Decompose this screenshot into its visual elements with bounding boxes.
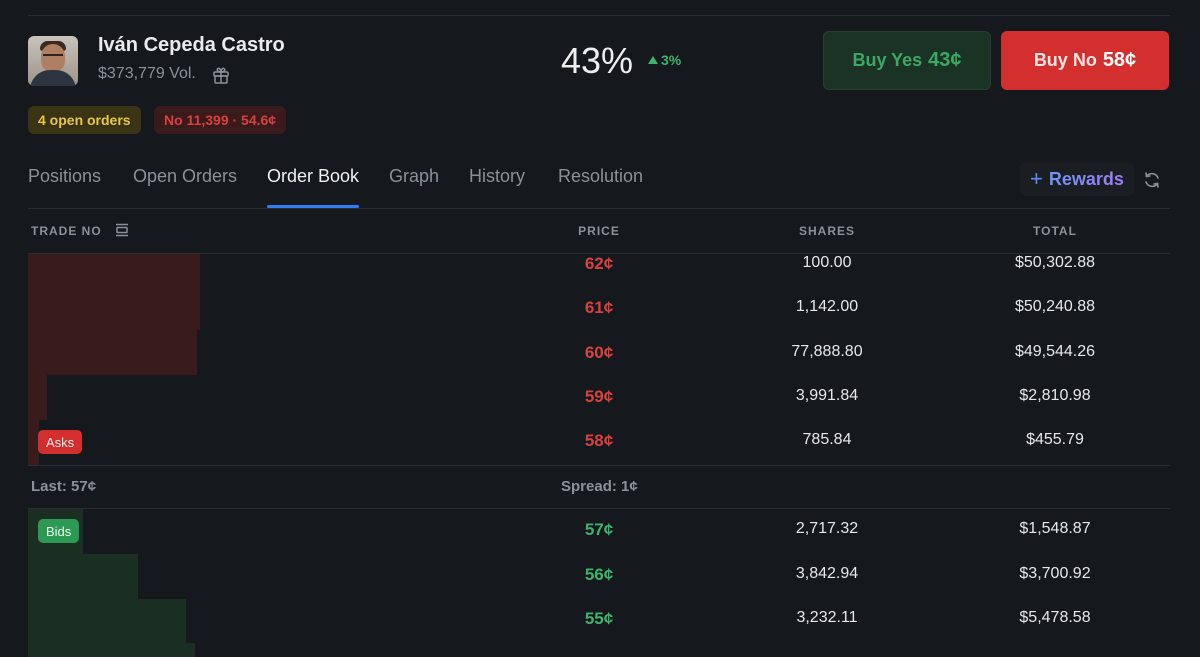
tab-resolution[interactable]: Resolution xyxy=(558,166,644,186)
candidate-avatar xyxy=(28,36,78,86)
market-volume: $373,779 Vol. xyxy=(98,65,196,82)
plus-icon: + xyxy=(1030,166,1043,191)
bid-row[interactable]: 55¢ 3,232.11 $5,478.58 xyxy=(0,609,1200,633)
ask-shares: 1,142.00 xyxy=(795,298,859,315)
change-value: 3% xyxy=(661,52,682,68)
bid-depth-bar xyxy=(28,554,138,599)
header-shares: SHARES xyxy=(798,224,855,238)
position-badge[interactable]: No 11,399 · 54.6¢ xyxy=(154,106,287,134)
rewards-button[interactable]: + Rewards xyxy=(1020,162,1134,196)
ask-price: 59¢ xyxy=(584,387,614,406)
ask-depth-bar xyxy=(28,420,39,465)
probability-value: 43% xyxy=(561,40,634,81)
ask-row[interactable]: 58¢ 785.84 $455.79 xyxy=(0,431,1200,455)
arrow-up-icon xyxy=(648,56,658,64)
bid-row[interactable]: 56¢ 3,842.94 $3,700.92 xyxy=(0,565,1200,589)
buy-yes-label: Buy Yes xyxy=(852,50,923,70)
refresh-icon[interactable] xyxy=(1143,171,1161,189)
bid-price: 56¢ xyxy=(584,565,614,584)
top-divider xyxy=(28,15,1170,16)
open-orders-badge[interactable]: 4 open orders xyxy=(28,106,141,134)
asks-tag: Asks xyxy=(38,430,83,454)
spread-divider-bottom xyxy=(28,508,1170,509)
book-layout-icon[interactable] xyxy=(114,222,130,238)
ask-shares: 785.84 xyxy=(802,431,852,448)
gift-icon[interactable] xyxy=(212,66,230,84)
spread-value: Spread: 1¢ xyxy=(561,478,638,495)
bid-price: 55¢ xyxy=(584,609,614,628)
ask-depth-bar xyxy=(28,375,47,420)
rewards-label: Rewards xyxy=(1048,168,1124,189)
bid-depth-bar xyxy=(28,599,186,643)
active-tab-indicator xyxy=(267,205,359,208)
tab-positions[interactable]: Positions xyxy=(28,166,102,186)
ask-total: $455.79 xyxy=(1026,431,1084,448)
ask-total: $2,810.98 xyxy=(1019,387,1091,404)
ask-price: 62¢ xyxy=(584,254,614,273)
ask-row[interactable]: 59¢ 3,991.84 $2,810.98 xyxy=(0,387,1200,411)
tab-order-book[interactable]: Order Book xyxy=(267,166,360,186)
tab-history[interactable]: History xyxy=(469,166,526,186)
ask-price: 58¢ xyxy=(584,431,614,450)
ask-total: $50,302.88 xyxy=(1014,254,1096,271)
header-divider xyxy=(28,253,1170,254)
spread-divider-top xyxy=(28,465,1170,466)
last-price: Last: 57¢ xyxy=(31,478,97,495)
ask-row[interactable]: 62¢ 100.00 $50,302.88 xyxy=(0,254,1200,278)
ask-depth-bar xyxy=(28,254,200,330)
bid-shares: 3,232.11 xyxy=(796,609,858,626)
bids-tag: Bids xyxy=(38,519,80,543)
ask-shares: 3,991.84 xyxy=(795,387,859,404)
buy-yes-button[interactable]: Buy Yes 43¢ xyxy=(823,31,991,90)
bid-total: $3,700.92 xyxy=(1019,565,1091,582)
probability-change: 3% xyxy=(648,52,681,68)
ask-row[interactable]: 60¢ 77,888.80 $49,544.26 xyxy=(0,343,1200,367)
ask-row[interactable]: 61¢ 1,142.00 $50,240.88 xyxy=(0,298,1200,322)
buy-yes-price: 43¢ xyxy=(928,49,962,71)
ask-shares: 100.00 xyxy=(802,254,852,271)
tabs-divider xyxy=(28,208,1170,209)
header-price: PRICE xyxy=(578,224,620,238)
buy-no-button[interactable]: Buy No 58¢ xyxy=(1001,31,1169,90)
bid-total: $5,478.58 xyxy=(1019,609,1091,626)
ask-price: 61¢ xyxy=(584,298,614,317)
bid-price: 57¢ xyxy=(584,520,614,539)
header-total: TOTAL xyxy=(1033,224,1077,238)
bid-total: $1,548.87 xyxy=(1019,520,1091,537)
ask-depth-bar xyxy=(28,330,197,375)
bid-depth-bar xyxy=(28,643,195,657)
buy-no-label: Buy No xyxy=(1033,50,1097,70)
bid-shares: 3,842.94 xyxy=(795,565,859,582)
tab-graph[interactable]: Graph xyxy=(389,166,440,186)
header-trade-no: TRADE NO xyxy=(31,224,102,238)
tab-open-orders[interactable]: Open Orders xyxy=(133,166,238,186)
ask-price: 60¢ xyxy=(584,343,614,362)
market-title: Iván Cepeda Castro xyxy=(98,34,285,56)
ask-shares: 77,888.80 xyxy=(791,343,863,360)
ask-total: $50,240.88 xyxy=(1014,298,1096,315)
bid-row[interactable]: 57¢ 2,717.32 $1,548.87 xyxy=(0,520,1200,544)
ask-total: $49,544.26 xyxy=(1014,343,1096,360)
buy-no-price: 58¢ xyxy=(1102,49,1137,71)
bid-shares: 2,717.32 xyxy=(795,520,859,537)
